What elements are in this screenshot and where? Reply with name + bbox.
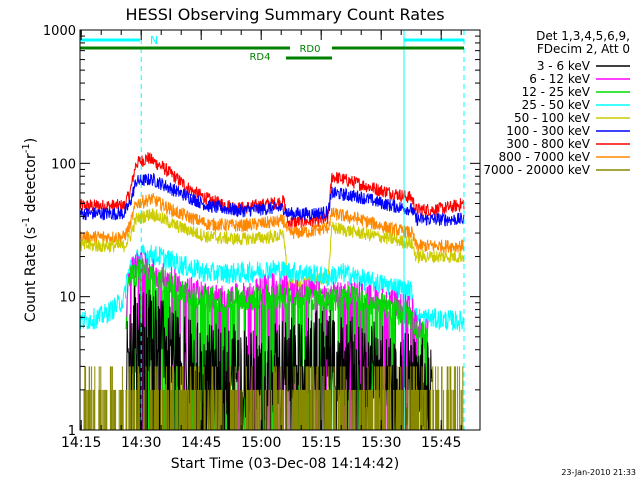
plot-frame (79, 29, 481, 431)
legend-label-1: 6 - 12 keV (529, 72, 591, 86)
y-tick-label-1: 10 (59, 291, 76, 306)
y-label-sup1: -1 (21, 217, 32, 227)
y-tick-label-0: 1 (68, 424, 76, 439)
y-label-main: Count Rate (s (23, 227, 39, 322)
y-tick-label-2: 100 (51, 157, 76, 172)
x-tick-label-4: 15:15 (301, 435, 341, 451)
y-label-end: ) (23, 138, 39, 143)
annotation-layer: N RD0 RD4 (80, 30, 465, 430)
y-tick-label-3: 1000 (43, 24, 76, 39)
legend-label-0: 3 - 6 keV (537, 59, 591, 73)
series-layer (79, 152, 465, 431)
legend-label-4: 50 - 100 keV (514, 111, 591, 125)
legend-label-3: 25 - 50 keV (522, 98, 591, 112)
legend-label-8: 7000 - 20000 keV (483, 163, 590, 177)
series-line-7 (79, 193, 465, 255)
x-tick-label-2: 14:45 (181, 435, 221, 451)
legend-label-7: 800 - 7000 keV (499, 150, 591, 164)
footer-timestamp: 23-Jan-2010 21:33 (561, 468, 636, 477)
axis-layer: 1 10 100 1000 14:15 14:30 14:45 15:00 15:15 15:30… (43, 24, 480, 451)
x-axis-label: Start Time (03-Dec-08 14:14:42) (171, 456, 399, 472)
series-line-0 (125, 285, 433, 431)
legend-header-1: Det 1,3,4,5,6,9, (536, 29, 630, 43)
legend: Det 1,3,4,5,6,9, FDecim 2, Att 0 3 - 6 k… (483, 29, 630, 177)
y-label-mid: detector (23, 153, 39, 217)
x-tick-label-6: 15:45 (421, 435, 461, 451)
chart-title: HESSI Observing Summary Count Rates (125, 5, 444, 24)
legend-label-5: 100 - 300 keV (506, 124, 590, 138)
rd0-label: RD0 (299, 44, 320, 55)
n-label: N (150, 34, 158, 47)
rd4-label: RD4 (249, 52, 270, 63)
legend-header-2: FDecim 2, Att 0 (537, 42, 630, 56)
x-tick-label-1: 14:30 (121, 435, 161, 451)
legend-label-6: 300 - 800 keV (506, 137, 590, 151)
series-line-4 (79, 208, 465, 291)
x-tick-label-0: 14:15 (61, 435, 101, 451)
y-label-sup2: -1 (21, 143, 32, 153)
legend-label-2: 12 - 25 keV (522, 85, 591, 99)
series-line-6 (79, 152, 465, 229)
x-tick-label-3: 15:00 (241, 435, 281, 451)
y-axis-label: Count Rate (s-1 detector-1) (21, 138, 39, 322)
series-line-5 (79, 172, 465, 227)
x-tick-label-5: 15:30 (361, 435, 401, 451)
